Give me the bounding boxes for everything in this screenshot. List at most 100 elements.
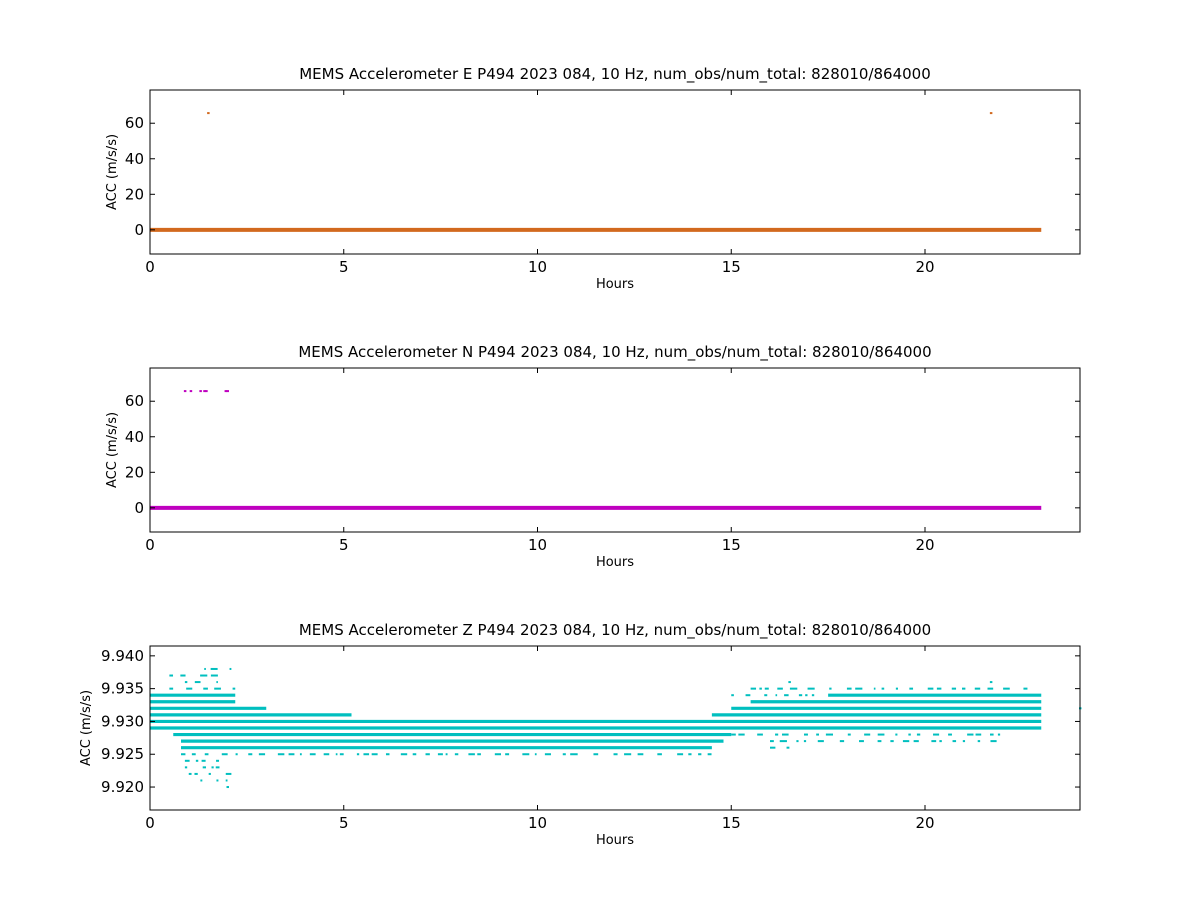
- data-point-n: [205, 390, 208, 393]
- data-point-n: [226, 390, 229, 393]
- data-point-z: [811, 694, 815, 697]
- data-point-z: [494, 753, 502, 756]
- data-point-z: [775, 733, 779, 736]
- plot-area-n: [150, 390, 1042, 510]
- data-point-z: [184, 759, 190, 762]
- data-point-z: [738, 733, 745, 736]
- data-point-z: [204, 753, 209, 756]
- data-point-z: [181, 753, 186, 756]
- y-tick-label-n: 0: [134, 499, 144, 517]
- data-point-z: [698, 753, 702, 756]
- data-point-n: [199, 390, 202, 393]
- data-point-z: [191, 753, 196, 756]
- y-tick-label-z: 9.920: [101, 778, 144, 796]
- data-point-z: [877, 740, 882, 743]
- data-point-z: [169, 687, 174, 690]
- data-point-z: [309, 753, 316, 756]
- ticks-e: 0 5 10 15 20 0 20 40 60: [125, 90, 1080, 276]
- data-point-z: [777, 687, 783, 690]
- data-point-z: [895, 687, 898, 690]
- x-tick-label-z: 0: [145, 814, 155, 832]
- data-point-z: [936, 687, 942, 690]
- data-point-z: [770, 746, 776, 749]
- data-point-z: [570, 753, 578, 756]
- data-point-z: [786, 746, 790, 749]
- data-point-z: [881, 687, 885, 690]
- y-tick-label-e: 60: [125, 114, 144, 132]
- data-point-z: [1003, 687, 1010, 690]
- data-point-z: [208, 772, 211, 775]
- data-point-z: [216, 759, 220, 762]
- data-point-z: [323, 753, 330, 756]
- data-point-z: [913, 740, 919, 743]
- data-point-z: [909, 687, 914, 690]
- data-point-z: [829, 687, 832, 690]
- x-tick-label-e: 5: [339, 258, 349, 276]
- data-point-z: [987, 687, 994, 690]
- data-point-z: [194, 681, 201, 684]
- data-point-z: [779, 740, 787, 743]
- data-point-z: [201, 759, 206, 762]
- data-point-z: [188, 772, 192, 775]
- data-point-z: [803, 733, 808, 736]
- x-tick-label-z: 15: [722, 814, 741, 832]
- data-point-z: [522, 753, 530, 756]
- x-tick-label-e: 10: [528, 258, 547, 276]
- data-point-z: [248, 753, 253, 756]
- y-axis-label-e: ACC (m/s/s): [105, 134, 120, 210]
- data-point-z: [707, 753, 712, 756]
- data-point-z: [288, 753, 295, 756]
- data-point-z: [977, 740, 981, 743]
- data-point-z: [989, 681, 993, 684]
- y-axis-label-z: ACC (m/s/s): [79, 690, 94, 766]
- plot-area-e: [150, 112, 1042, 232]
- subplot-n: MEMS Accelerometer N P494 2023 084, 10 H…: [105, 343, 1081, 570]
- data-point-z: [371, 753, 378, 756]
- data-point-z: [908, 733, 911, 736]
- data-point-z: [931, 740, 937, 743]
- data-point-z: [204, 667, 206, 670]
- x-tick-label-z: 20: [915, 814, 934, 832]
- data-point-z: [624, 753, 632, 756]
- data-point-z: [990, 733, 994, 736]
- data-point-z: [225, 779, 228, 782]
- data-point-n: [189, 390, 193, 393]
- axes-frame-n: [149, 367, 1081, 533]
- x-tick-label-n: 20: [915, 536, 934, 554]
- data-point-z: [997, 733, 1001, 736]
- data-point-z: [916, 733, 921, 736]
- data-point-z: [412, 753, 417, 756]
- data-point-z: [745, 694, 751, 697]
- data-point-z: [807, 687, 815, 690]
- data-point-z: [186, 687, 193, 690]
- data-point-z: [299, 753, 302, 756]
- axes-frame-z: [149, 645, 1081, 811]
- data-point-z: [677, 753, 684, 756]
- data-point-z: [214, 687, 221, 690]
- data-point-z: [847, 733, 851, 736]
- data-point-z: [962, 687, 966, 690]
- data-point-z: [216, 779, 219, 782]
- data-point-z: [1023, 687, 1028, 690]
- data-point-z: [757, 733, 763, 736]
- data-point-z: [505, 753, 510, 756]
- data-point-z: [952, 740, 957, 743]
- data-point-z: [221, 753, 228, 756]
- data-point-z: [816, 733, 820, 736]
- data-point-z: [759, 687, 762, 690]
- data-point-z: [195, 759, 199, 762]
- x-tick-label-e: 15: [722, 258, 741, 276]
- data-point-z: [839, 740, 845, 743]
- data-point-z: [335, 753, 338, 756]
- data-point-z: [232, 687, 236, 690]
- data-point-z: [782, 733, 789, 736]
- data-point-z: [477, 753, 481, 756]
- data-point-z: [990, 740, 997, 743]
- x-tick-label-n: 0: [145, 536, 155, 554]
- data-point-z: [258, 753, 266, 756]
- data-point-z: [939, 740, 942, 743]
- data-point-z: [864, 733, 871, 736]
- data-point-z: [770, 740, 774, 743]
- data-point-n: [203, 390, 206, 393]
